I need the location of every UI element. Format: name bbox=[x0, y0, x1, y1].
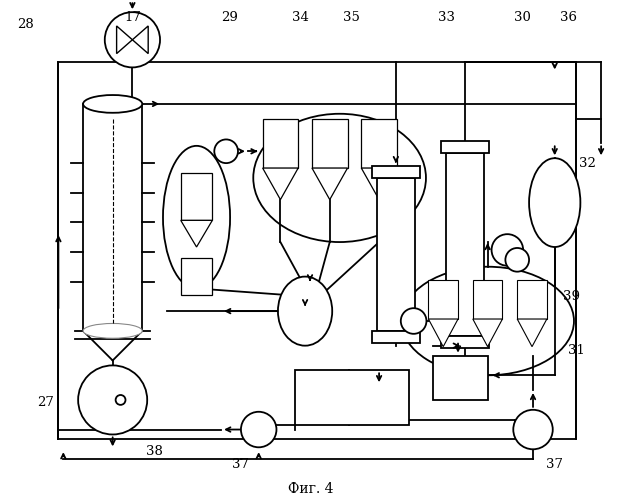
Ellipse shape bbox=[529, 158, 580, 247]
Text: 32: 32 bbox=[579, 156, 596, 170]
Text: 30: 30 bbox=[514, 10, 531, 24]
Polygon shape bbox=[473, 319, 503, 346]
Bar bbox=[473, 280, 503, 319]
Text: 33: 33 bbox=[438, 10, 455, 24]
Polygon shape bbox=[262, 168, 298, 200]
Polygon shape bbox=[116, 26, 132, 54]
Bar bbox=[361, 118, 397, 168]
Ellipse shape bbox=[278, 276, 332, 345]
Bar bbox=[58, 62, 577, 440]
Bar bbox=[262, 118, 298, 168]
Text: 31: 31 bbox=[568, 344, 585, 357]
Ellipse shape bbox=[163, 146, 230, 289]
Text: 17: 17 bbox=[124, 10, 141, 24]
Polygon shape bbox=[181, 220, 212, 247]
Bar bbox=[518, 280, 547, 319]
Bar bbox=[441, 142, 489, 154]
Bar bbox=[372, 166, 420, 178]
Bar bbox=[181, 173, 212, 220]
Circle shape bbox=[513, 410, 553, 450]
Ellipse shape bbox=[83, 324, 142, 338]
Text: 38: 38 bbox=[146, 444, 162, 458]
Bar bbox=[434, 356, 488, 400]
Text: 29: 29 bbox=[221, 10, 238, 24]
Circle shape bbox=[491, 234, 523, 266]
Circle shape bbox=[116, 395, 126, 405]
Text: 39: 39 bbox=[563, 290, 580, 303]
Bar bbox=[312, 118, 348, 168]
Bar bbox=[372, 331, 420, 342]
Polygon shape bbox=[312, 168, 348, 200]
Ellipse shape bbox=[253, 114, 426, 242]
Ellipse shape bbox=[401, 266, 574, 376]
Bar bbox=[181, 258, 212, 296]
Text: 35: 35 bbox=[343, 10, 360, 24]
Circle shape bbox=[506, 248, 529, 272]
Ellipse shape bbox=[83, 95, 142, 113]
Bar bbox=[295, 370, 409, 424]
Polygon shape bbox=[518, 319, 547, 346]
Bar bbox=[429, 280, 458, 319]
Circle shape bbox=[241, 412, 276, 448]
Text: 34: 34 bbox=[292, 10, 309, 24]
Text: 28: 28 bbox=[17, 18, 34, 32]
Polygon shape bbox=[132, 26, 148, 54]
Text: 36: 36 bbox=[560, 10, 577, 24]
Text: 27: 27 bbox=[37, 396, 54, 409]
Circle shape bbox=[215, 140, 238, 163]
Bar bbox=[83, 104, 142, 331]
Bar bbox=[377, 178, 415, 331]
Text: 37: 37 bbox=[546, 458, 564, 470]
Circle shape bbox=[401, 308, 427, 334]
Text: Фиг. 4: Фиг. 4 bbox=[288, 482, 334, 496]
Polygon shape bbox=[361, 168, 397, 200]
Circle shape bbox=[104, 12, 160, 68]
Text: 37: 37 bbox=[233, 458, 249, 470]
Circle shape bbox=[78, 366, 147, 434]
Polygon shape bbox=[429, 319, 458, 346]
Bar bbox=[441, 336, 489, 347]
Bar bbox=[446, 154, 484, 336]
